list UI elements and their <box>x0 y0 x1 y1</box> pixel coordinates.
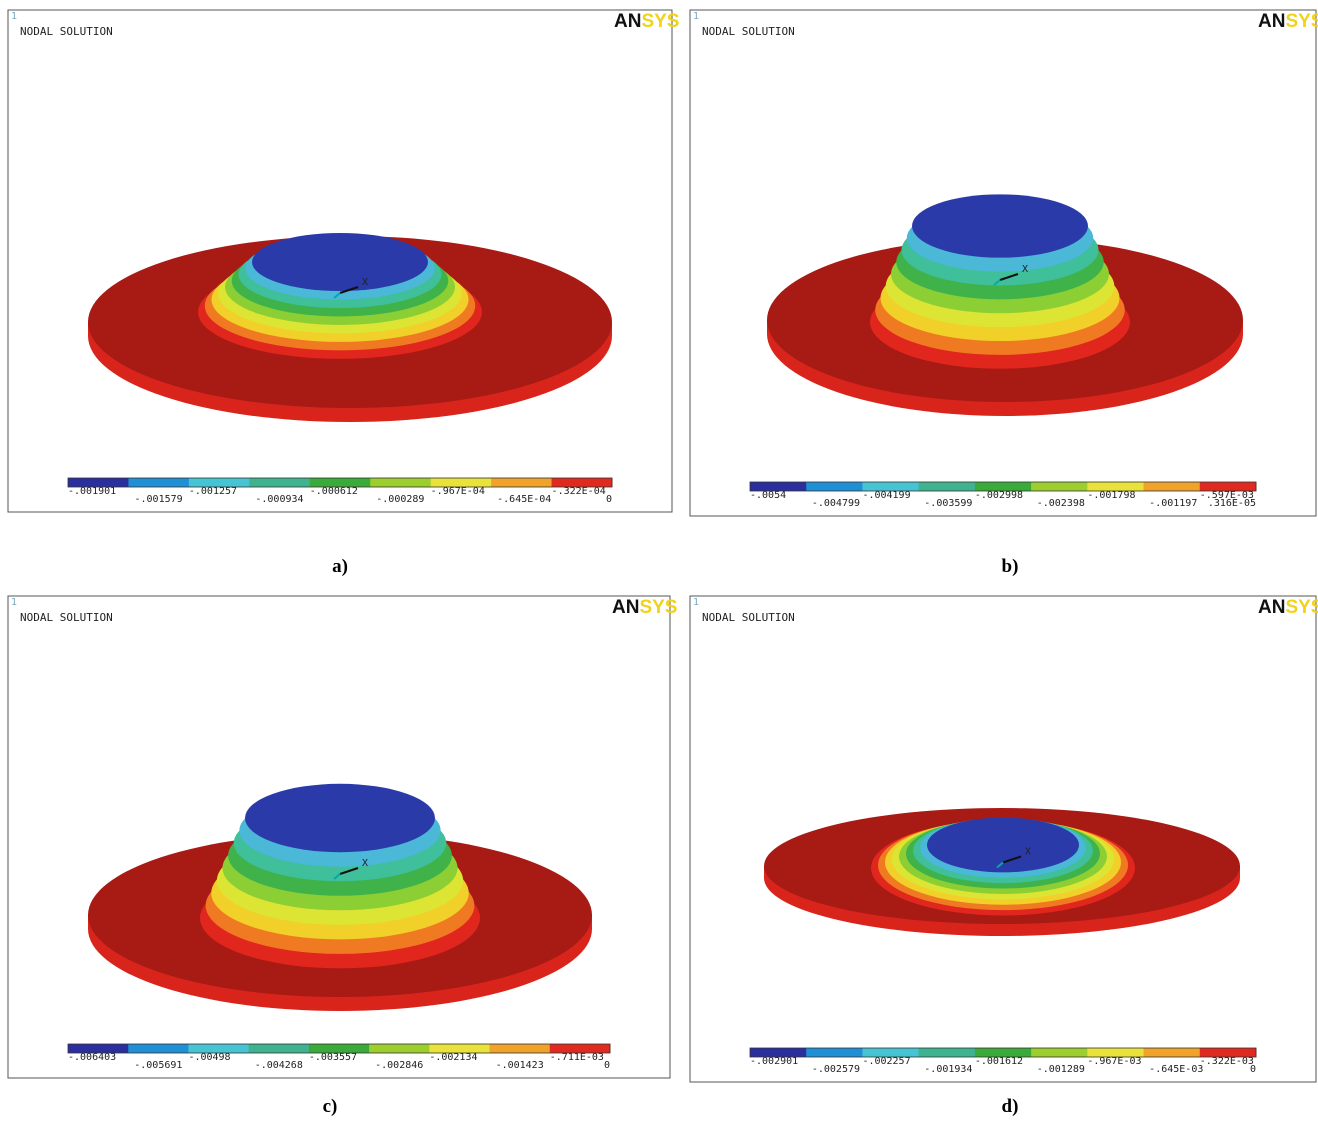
ansys-logo: ANSYS <box>1258 11 1318 32</box>
ansys-logo: ANSYS <box>614 11 679 32</box>
logo-part: SYS <box>1285 597 1318 618</box>
contour-band <box>245 784 435 852</box>
legend-swatch <box>128 1044 189 1053</box>
contour-band <box>912 194 1088 257</box>
legend-label: 0 <box>606 494 612 505</box>
legend-label: -.002901 <box>750 1056 798 1067</box>
axis-label: X <box>1022 264 1028 275</box>
legend-label: 0 <box>604 1060 610 1071</box>
legend-swatch <box>249 478 310 487</box>
contour-band <box>927 818 1079 873</box>
caption: d) <box>1002 1096 1019 1117</box>
legend-swatch <box>128 478 189 487</box>
caption: c) <box>323 1096 338 1117</box>
legend-label: 0 <box>1250 1064 1256 1075</box>
legend-swatch <box>919 482 976 491</box>
legend-swatch <box>249 1044 310 1053</box>
legend-label: -.001934 <box>924 1064 972 1075</box>
logo-part: AN <box>1258 11 1285 32</box>
legend-label: -.001901 <box>68 486 116 497</box>
legend-label: -.001257 <box>189 486 237 497</box>
legend-label: -.004799 <box>812 498 860 509</box>
panel-title: NODAL SOLUTION <box>702 25 795 38</box>
logo-part: AN <box>1258 597 1285 618</box>
legend-label: -.002398 <box>1037 498 1085 509</box>
legend-label: -.00498 <box>188 1052 230 1063</box>
legend-label: -.005691 <box>134 1060 182 1071</box>
legend-swatch <box>370 478 431 487</box>
window-number: 1 <box>693 597 699 608</box>
legend-swatch <box>1144 1048 1201 1057</box>
legend-label: -.001798 <box>1087 490 1135 501</box>
legend-label: -.002134 <box>429 1052 477 1063</box>
axis-label: X <box>362 277 368 288</box>
legend-label: -.006403 <box>68 1052 116 1063</box>
legend-label: -.002846 <box>375 1060 423 1071</box>
panel-title: NODAL SOLUTION <box>702 611 795 624</box>
legend-swatch <box>806 482 863 491</box>
window-number: 1 <box>11 597 17 608</box>
legend-label: -.002579 <box>812 1064 860 1075</box>
caption: b) <box>1002 556 1019 577</box>
legend-label: -.322E-04 <box>552 486 606 497</box>
legend-label: -.000934 <box>255 494 303 505</box>
legend-swatch <box>919 1048 976 1057</box>
legend-label: -.711E-03 <box>550 1052 604 1063</box>
logo-part: SYS <box>1285 11 1318 32</box>
legend-label: -.645E-03 <box>1149 1064 1203 1075</box>
legend-label: -.002998 <box>975 490 1023 501</box>
logo-part: AN <box>612 597 639 618</box>
legend-swatch <box>1144 482 1201 491</box>
legend-label: -.001289 <box>1037 1064 1085 1075</box>
logo-part: SYS <box>639 597 677 618</box>
ansys-logo: ANSYS <box>1258 597 1318 618</box>
legend-label: .316E-05 <box>1208 498 1256 509</box>
legend-label: -.000289 <box>376 494 424 505</box>
axis-label: X <box>362 858 368 869</box>
window-number: 1 <box>693 11 699 22</box>
legend-label: -.967E-04 <box>431 486 485 497</box>
legend-label: -.001579 <box>134 494 182 505</box>
legend-label: -.001423 <box>496 1060 544 1071</box>
legend-label: -.004199 <box>862 490 910 501</box>
panel-title: NODAL SOLUTION <box>20 25 113 38</box>
axis-label: X <box>1025 847 1031 858</box>
legend-label: -.322E-03 <box>1200 1056 1254 1067</box>
legend-swatch <box>490 1044 551 1053</box>
legend-label: -.002257 <box>862 1056 910 1067</box>
legend-label: -.967E-03 <box>1087 1056 1141 1067</box>
window-number: 1 <box>11 11 17 22</box>
legend-swatch <box>1031 482 1088 491</box>
legend-label: -.645E-04 <box>497 494 551 505</box>
contour-band <box>252 233 428 291</box>
legend-label: -.001612 <box>975 1056 1023 1067</box>
legend-label: -.001197 <box>1149 498 1197 509</box>
legend-label: -.004268 <box>255 1060 303 1071</box>
legend-label: -.0054 <box>750 490 786 501</box>
logo-part: SYS <box>641 11 679 32</box>
legend-swatch <box>806 1048 863 1057</box>
ansys-logo: ANSYS <box>612 597 677 618</box>
caption: a) <box>332 556 348 577</box>
legend-swatch <box>369 1044 430 1053</box>
legend-swatch <box>491 478 552 487</box>
legend-label: -.000612 <box>310 486 358 497</box>
legend-label: -.003599 <box>924 498 972 509</box>
legend-label: -.003557 <box>309 1052 357 1063</box>
legend-swatch <box>1031 1048 1088 1057</box>
logo-part: AN <box>614 11 641 32</box>
panel-title: NODAL SOLUTION <box>20 611 113 624</box>
figure: 1NODAL SOLUTIONANSYSX-.001901-.001579-.0… <box>0 0 1318 1144</box>
